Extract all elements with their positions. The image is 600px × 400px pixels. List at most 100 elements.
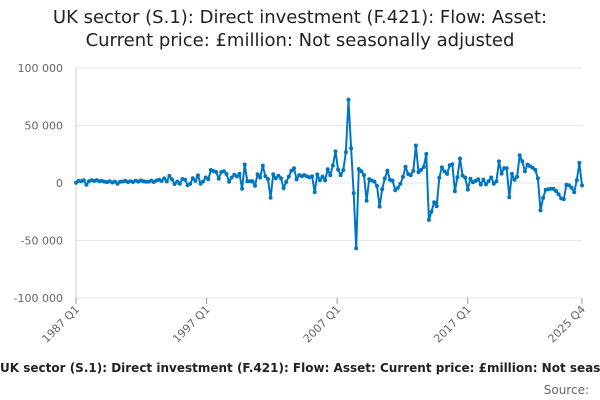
data-point[interactable] <box>424 152 429 156</box>
data-point[interactable] <box>279 176 283 181</box>
data-point[interactable] <box>162 176 167 181</box>
data-point[interactable] <box>421 165 426 169</box>
data-point[interactable] <box>317 178 322 183</box>
data-point[interactable] <box>227 179 232 184</box>
data-point[interactable] <box>292 166 296 171</box>
data-point[interactable] <box>489 175 494 180</box>
data-point[interactable] <box>221 169 226 174</box>
data-point[interactable] <box>452 189 457 194</box>
data-point[interactable] <box>336 167 341 172</box>
data-point[interactable] <box>439 165 444 170</box>
data-point[interactable] <box>328 173 333 178</box>
data-point[interactable] <box>177 181 182 186</box>
data-point[interactable] <box>183 177 187 182</box>
data-point[interactable] <box>382 176 387 181</box>
data-point[interactable] <box>167 173 172 178</box>
data-point[interactable] <box>390 178 395 183</box>
data-point[interactable] <box>574 178 579 183</box>
data-point[interactable] <box>242 162 247 167</box>
data-point[interactable] <box>515 174 520 179</box>
data-point[interactable] <box>442 169 447 174</box>
data-point[interactable] <box>349 146 354 151</box>
data-point[interactable] <box>561 197 566 202</box>
data-point[interactable] <box>170 177 174 182</box>
data-point[interactable] <box>437 175 442 180</box>
data-point[interactable] <box>401 174 405 179</box>
data-point[interactable] <box>333 149 338 154</box>
data-point[interactable] <box>509 171 514 176</box>
data-point[interactable] <box>486 179 491 184</box>
data-point[interactable] <box>538 208 543 213</box>
data-point[interactable] <box>372 179 377 184</box>
data-point[interactable] <box>522 169 527 174</box>
data-point[interactable] <box>338 173 343 178</box>
data-point[interactable] <box>263 174 268 179</box>
data-point[interactable] <box>507 195 512 200</box>
data-point[interactable] <box>323 178 328 183</box>
data-point[interactable] <box>81 178 86 183</box>
data-point[interactable] <box>434 204 439 209</box>
data-point[interactable] <box>484 182 488 187</box>
data-point[interactable] <box>478 182 483 187</box>
data-point[interactable] <box>499 171 504 176</box>
data-point[interactable] <box>411 168 416 173</box>
data-point[interactable] <box>517 153 522 158</box>
data-point[interactable] <box>497 159 501 164</box>
data-point[interactable] <box>393 188 398 193</box>
data-point[interactable] <box>351 191 356 196</box>
data-point[interactable] <box>258 175 263 180</box>
data-point[interactable] <box>341 168 346 173</box>
data-point[interactable] <box>214 170 219 174</box>
data-point[interactable] <box>468 176 473 181</box>
data-point[interactable] <box>260 163 265 168</box>
data-point[interactable] <box>356 167 361 171</box>
data-point[interactable] <box>253 183 257 188</box>
data-point[interactable] <box>413 143 418 148</box>
data-point[interactable] <box>577 160 582 165</box>
data-point[interactable] <box>432 200 437 205</box>
data-point[interactable] <box>554 189 559 194</box>
data-point[interactable] <box>416 170 421 175</box>
data-point[interactable] <box>188 181 193 186</box>
data-point[interactable] <box>463 175 468 180</box>
data-point[interactable] <box>190 176 195 181</box>
data-point[interactable] <box>255 172 260 177</box>
data-point[interactable] <box>159 179 164 183</box>
data-point[interactable] <box>310 174 315 179</box>
data-point[interactable] <box>385 168 390 173</box>
data-point[interactable] <box>494 179 499 184</box>
data-point[interactable] <box>172 182 177 186</box>
data-point[interactable] <box>491 181 496 186</box>
data-point[interactable] <box>234 174 239 179</box>
data-point[interactable] <box>250 179 255 184</box>
data-point[interactable] <box>286 174 291 179</box>
data-point[interactable] <box>237 171 242 176</box>
data-point[interactable] <box>273 176 278 181</box>
data-point[interactable] <box>450 162 455 167</box>
data-point[interactable] <box>206 177 211 182</box>
data-point[interactable] <box>362 173 366 178</box>
data-point[interactable] <box>375 184 379 188</box>
data-point[interactable] <box>455 175 460 180</box>
data-point[interactable] <box>403 164 408 169</box>
data-point[interactable] <box>512 177 517 182</box>
data-point[interactable] <box>320 174 325 179</box>
data-point[interactable] <box>325 167 330 172</box>
data-point[interactable] <box>398 181 403 186</box>
data-point[interactable] <box>465 187 470 192</box>
data-point[interactable] <box>330 163 335 168</box>
data-point[interactable] <box>276 173 281 178</box>
data-point[interactable] <box>408 173 413 178</box>
data-point[interactable] <box>580 183 584 188</box>
data-point[interactable] <box>281 186 286 191</box>
data-point[interactable] <box>364 198 369 203</box>
data-point[interactable] <box>481 177 486 182</box>
data-point[interactable] <box>541 195 546 200</box>
data-point[interactable] <box>224 172 229 176</box>
data-point[interactable] <box>268 195 273 200</box>
data-point[interactable] <box>346 97 351 102</box>
data-point[interactable] <box>84 182 89 187</box>
data-point[interactable] <box>229 175 234 180</box>
data-point[interactable] <box>572 190 577 195</box>
data-point[interactable] <box>343 150 348 155</box>
